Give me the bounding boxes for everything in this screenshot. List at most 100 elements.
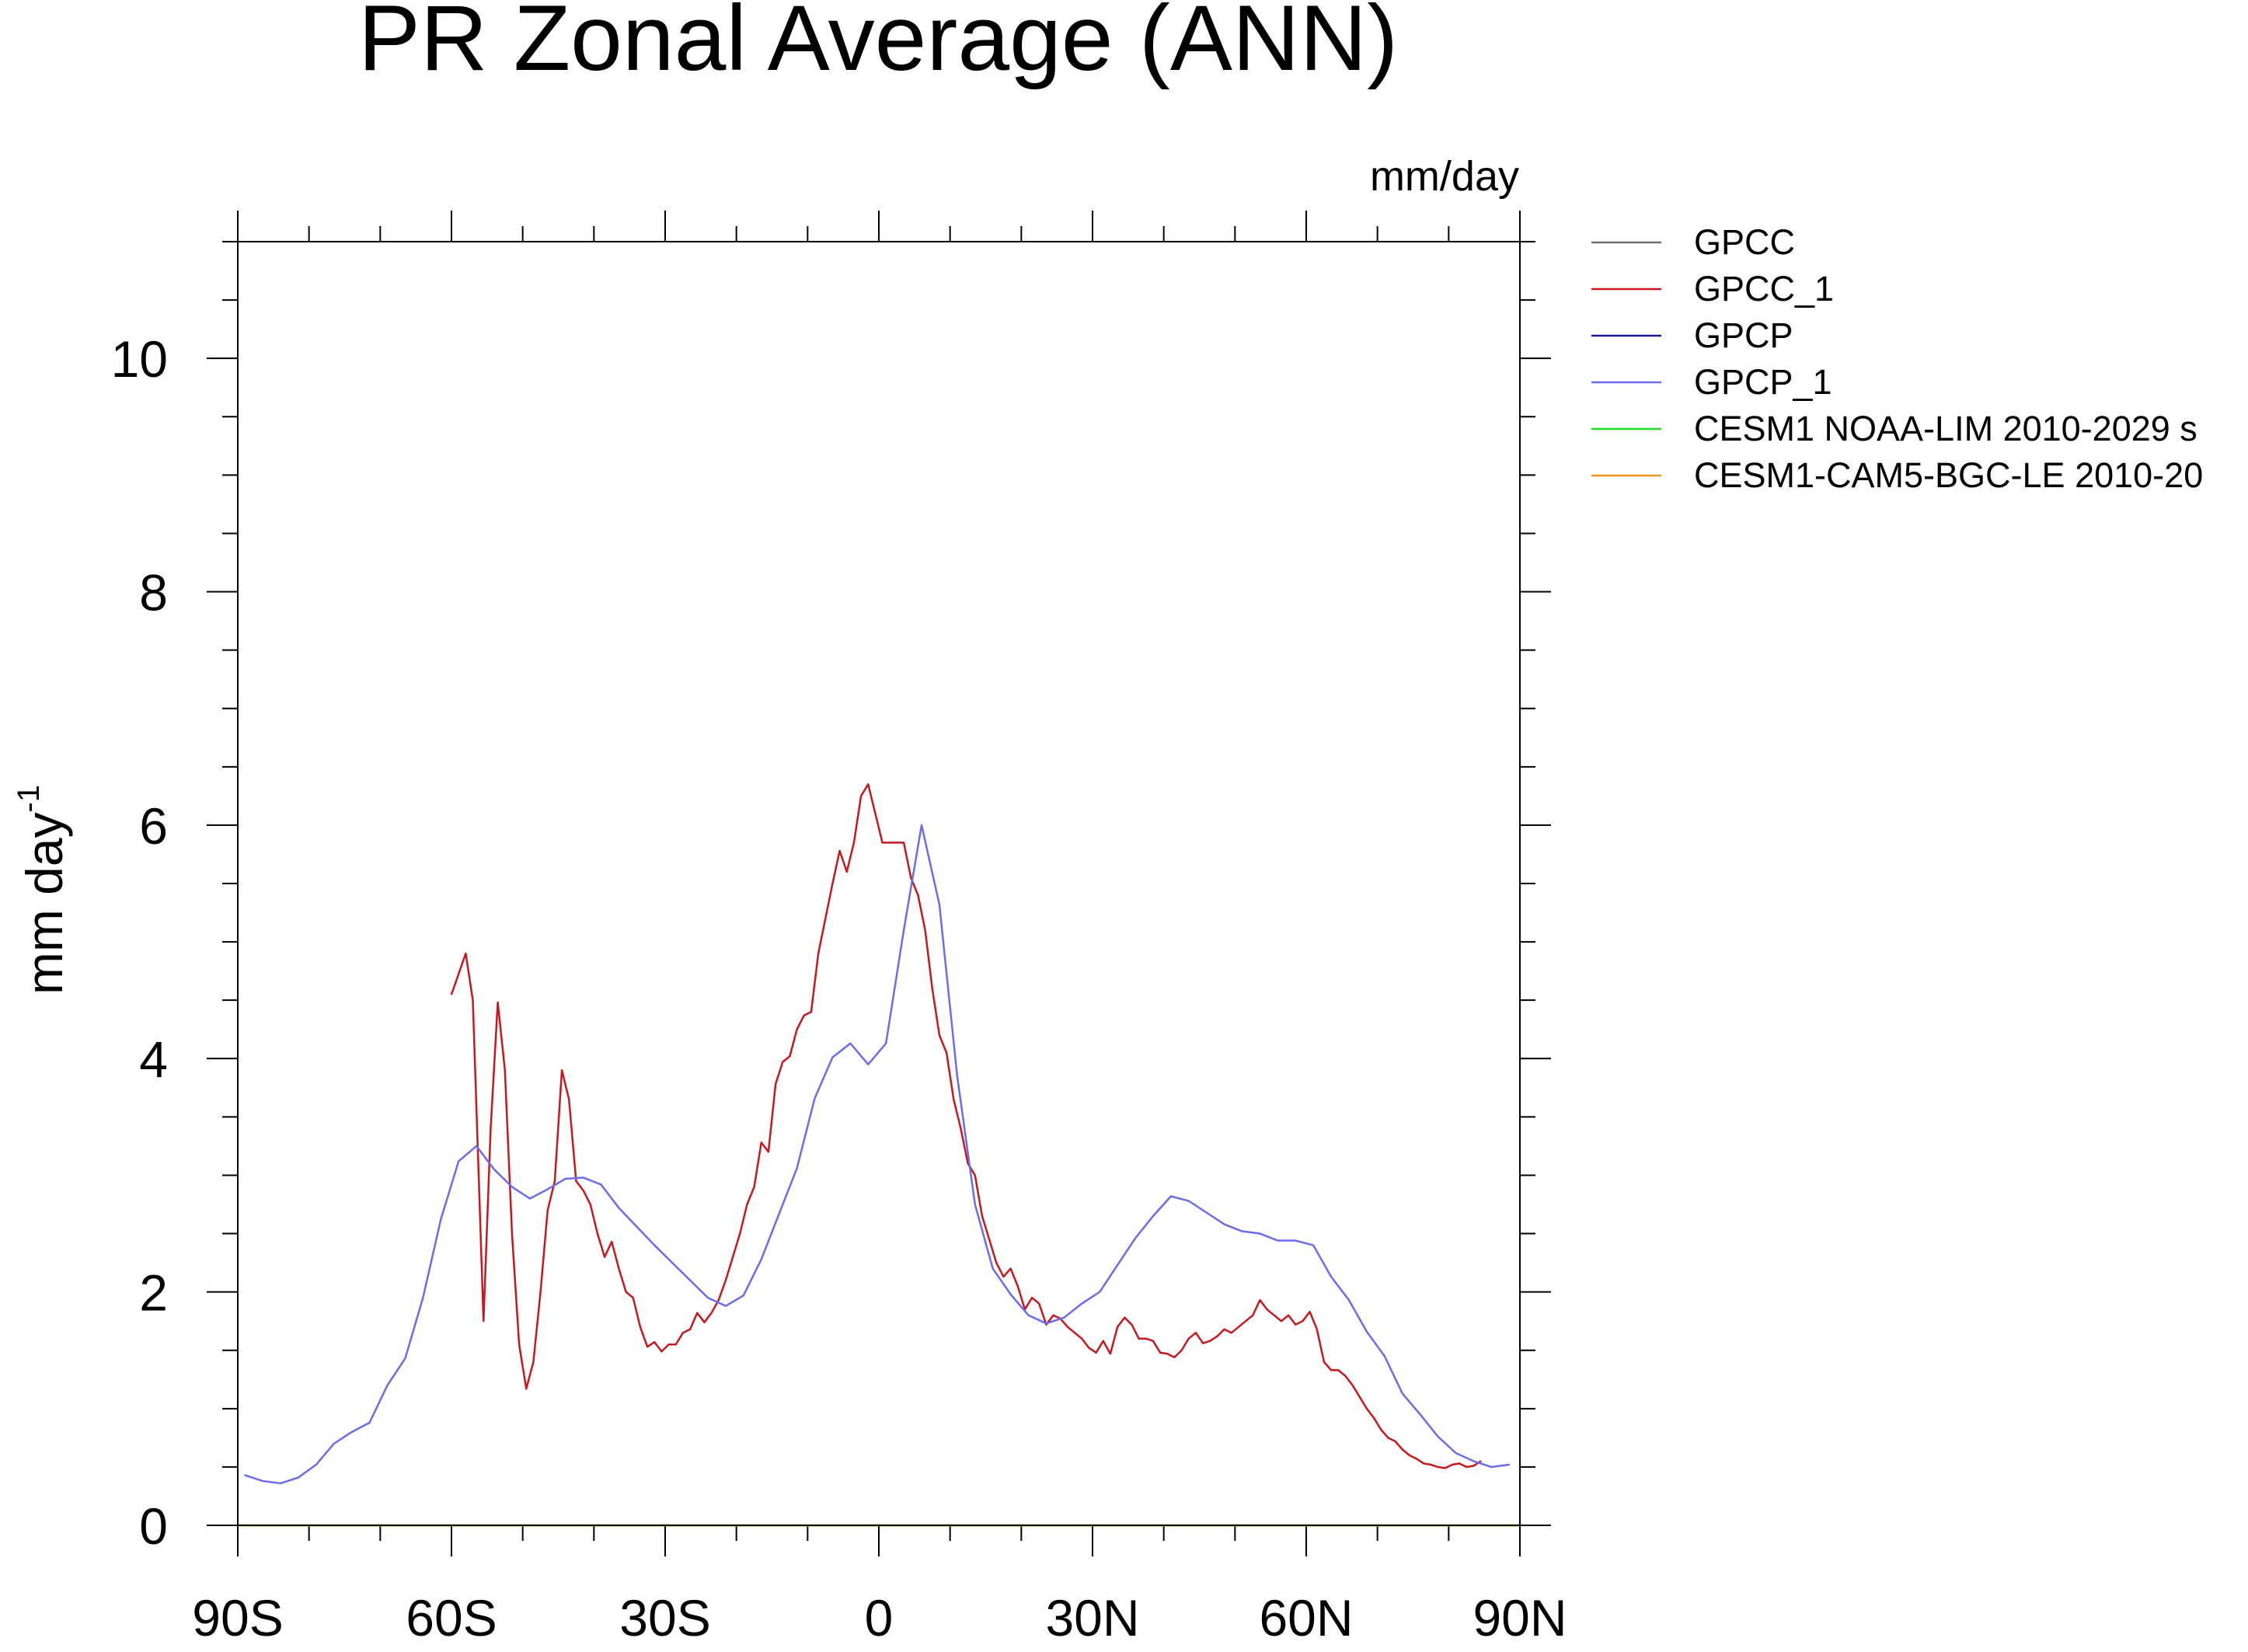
data-point-gpcc-1 bbox=[1216, 1335, 1218, 1337]
data-point-gpcc-1 bbox=[1124, 1316, 1126, 1319]
data-point-gpcc-1 bbox=[1252, 1314, 1254, 1316]
data-point-gpcp-1 bbox=[1365, 1330, 1368, 1333]
data-series bbox=[237, 783, 1521, 1527]
data-point-gpcp-1 bbox=[992, 1267, 994, 1270]
data-point-gpcc-1 bbox=[724, 1279, 727, 1281]
data-point-gpcc-1 bbox=[490, 1127, 492, 1130]
data-point-gpcc-1 bbox=[1202, 1342, 1204, 1344]
data-point-gpcc-1 bbox=[483, 1320, 485, 1323]
data-point-gpcc-1 bbox=[1009, 1267, 1012, 1270]
series-line-gpcc-1 bbox=[450, 783, 1482, 1469]
data-point-gpcc-1 bbox=[518, 1344, 521, 1346]
data-point-gpcc-1 bbox=[910, 877, 912, 879]
x-tick-label: 90N bbox=[1473, 1589, 1567, 1647]
data-point-gpcc-1 bbox=[1074, 1332, 1076, 1334]
axis-tick-labels: 90S 60S 30S 0 30N 60N 90N 0 2 4 6 8 10 bbox=[111, 330, 1567, 1647]
data-point-gpcp-1 bbox=[262, 1479, 264, 1482]
data-point-gpcp-1 bbox=[1455, 1452, 1457, 1454]
data-point-gpcc-1 bbox=[546, 1209, 549, 1211]
data-point-gpcp-1 bbox=[1152, 1215, 1154, 1218]
data-point-gpcc-1 bbox=[1187, 1337, 1190, 1340]
data-point-gpcp-1 bbox=[1348, 1299, 1350, 1302]
data-point-gpcc-1 bbox=[888, 842, 890, 844]
data-point-gpcc-1 bbox=[1180, 1349, 1183, 1351]
data-point-gpcc-1 bbox=[746, 1204, 748, 1205]
data-point-gpcc-1 bbox=[824, 918, 827, 920]
data-point-gpcp-1 bbox=[653, 1244, 656, 1246]
data-point-gpcc-1 bbox=[988, 1239, 991, 1241]
data-point-gpcc-1 bbox=[681, 1332, 684, 1334]
data-point-gpcc-1 bbox=[604, 1256, 606, 1258]
data-point-gpcc-1 bbox=[931, 988, 933, 990]
data-point-gpcc-1 bbox=[1145, 1337, 1147, 1340]
legend-label-gpcp-1: GPCP_1 bbox=[1694, 362, 1832, 402]
data-point-gpcc-1 bbox=[1117, 1326, 1119, 1328]
data-point-gpcc-1 bbox=[1358, 1396, 1361, 1398]
data-point-gpcp-1 bbox=[1401, 1392, 1403, 1395]
data-point-gpcc-1 bbox=[596, 1232, 598, 1235]
data-point-gpcc-1 bbox=[710, 1312, 713, 1314]
data-point-gpcc-1 bbox=[1444, 1467, 1446, 1469]
data-point-gpcc-1 bbox=[1373, 1417, 1375, 1419]
data-point-gpcc-1 bbox=[1173, 1356, 1176, 1358]
data-point-gpcc-1 bbox=[1365, 1407, 1368, 1410]
data-point-gpcc-1 bbox=[995, 1262, 998, 1264]
data-point-gpcp-1 bbox=[1045, 1323, 1047, 1325]
data-point-gpcc-1 bbox=[465, 953, 467, 955]
data-point-gpcp-1 bbox=[422, 1297, 424, 1299]
data-point-gpcc-1 bbox=[1295, 1323, 1297, 1326]
data-point-gpcc-1 bbox=[1280, 1320, 1282, 1323]
y-axis-label-main: mm day bbox=[16, 812, 73, 995]
data-point-gpcp-1 bbox=[297, 1476, 299, 1479]
y-tick-label: 2 bbox=[139, 1264, 168, 1322]
data-point-gpcp-1 bbox=[885, 1042, 887, 1044]
data-point-gpcc-1 bbox=[831, 883, 834, 884]
data-point-gpcp-1 bbox=[1437, 1435, 1439, 1438]
y-axis-label-superscript: -1 bbox=[12, 785, 46, 813]
data-point-gpcp-1 bbox=[849, 1042, 852, 1044]
data-point-gpcc-1 bbox=[568, 1098, 570, 1100]
data-point-gpcc-1 bbox=[753, 1186, 755, 1188]
data-point-gpcc-1 bbox=[852, 842, 855, 844]
x-tick-label: 30S bbox=[619, 1589, 710, 1647]
legend-label-cesm1-noaa-lim-2010-2029-s: CESM1 NOAA-LIM 2010-2029 s bbox=[1694, 409, 2197, 448]
axis-ticks bbox=[207, 211, 1551, 1556]
data-point-gpcp-1 bbox=[280, 1482, 281, 1484]
data-point-gpcp-1 bbox=[1295, 1239, 1297, 1242]
data-point-gpcp-1 bbox=[440, 1218, 442, 1221]
data-point-gpcc-1 bbox=[525, 1388, 528, 1390]
data-point-gpcc-1 bbox=[660, 1351, 663, 1353]
data-point-gpcc-1 bbox=[1166, 1353, 1169, 1355]
data-point-gpcp-1 bbox=[404, 1357, 406, 1360]
data-point-gpcc-1 bbox=[924, 929, 926, 932]
data-point-gpcc-1 bbox=[867, 783, 870, 786]
data-point-gpcc-1 bbox=[553, 1180, 556, 1182]
data-point-gpcp-1 bbox=[760, 1258, 762, 1260]
data-point-gpcc-1 bbox=[1052, 1314, 1054, 1316]
data-point-gpcp-1 bbox=[903, 929, 905, 932]
data-point-gpcp-1 bbox=[582, 1176, 584, 1179]
data-point-gpcc-1 bbox=[1209, 1340, 1211, 1342]
data-point-gpcc-1 bbox=[1102, 1340, 1104, 1342]
data-point-gpcp-1 bbox=[1330, 1276, 1333, 1278]
data-point-gpcc-1 bbox=[1380, 1428, 1382, 1431]
data-point-gpcc-1 bbox=[1408, 1454, 1410, 1456]
data-point-gpcc-1 bbox=[532, 1361, 535, 1363]
data-point-gpcc-1 bbox=[451, 993, 452, 995]
data-point-gpcc-1 bbox=[1194, 1332, 1197, 1334]
data-point-gpcc-1 bbox=[895, 842, 897, 844]
data-point-gpcc-1 bbox=[1031, 1297, 1033, 1299]
data-point-gpcc-1 bbox=[504, 1069, 506, 1072]
data-point-gpcc-1 bbox=[860, 795, 863, 797]
data-point-gpcc-1 bbox=[1466, 1466, 1468, 1468]
chart-title: PR Zonal Average (ANN) bbox=[358, 0, 1398, 90]
x-tick-label: 60S bbox=[406, 1589, 497, 1647]
data-point-gpcc-1 bbox=[1131, 1323, 1133, 1326]
series-line-gpcp-1 bbox=[244, 824, 1510, 1485]
data-point-gpcp-1 bbox=[1312, 1244, 1315, 1246]
y-tick-label: 4 bbox=[139, 1030, 168, 1088]
data-point-gpcc-1 bbox=[981, 1215, 983, 1218]
data-point-gpcc-1 bbox=[632, 1297, 634, 1299]
data-point-gpcc-1 bbox=[582, 1189, 584, 1191]
data-point-gpcp-1 bbox=[476, 1145, 478, 1147]
